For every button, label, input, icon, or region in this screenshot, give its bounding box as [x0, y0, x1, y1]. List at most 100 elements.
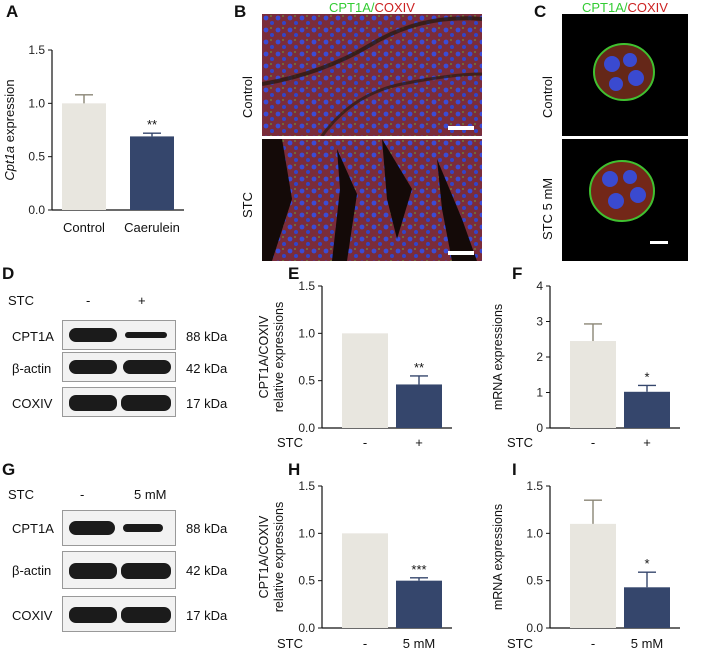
- d-band-cpt1a-lane1: [69, 328, 117, 342]
- c-stain-title: CPT1A/COXIV: [562, 0, 688, 16]
- chart-h-y-tick-label: 0.0: [298, 621, 315, 635]
- g-row-name-coxiv: COXIV: [12, 608, 53, 623]
- chart-i-treatment-label: STC: [507, 636, 533, 651]
- c-stain-green: CPT1A/: [582, 0, 628, 15]
- d-row-size-actin: 42 kDa: [186, 361, 228, 376]
- chart-i-bar: [570, 523, 616, 628]
- panel-label-g: G: [2, 460, 16, 479]
- chart-a-category-label: Control: [63, 220, 105, 235]
- g-blot-cpt1a: [62, 510, 176, 546]
- chart-e: 0.0 0.5 1.0 1.5 - ** + STC CPT1A/COXIV relative e…: [256, 262, 478, 462]
- g-blot-actin: [62, 551, 176, 589]
- chart-h-svg: 0.0 0.5 1.0 1.5 - *** 5 mM STC CPT1A/COXIV relati…: [257, 479, 452, 651]
- chart-f-y-tick-label: 4: [536, 279, 543, 293]
- chart-e-y-tick-label: 0.0: [298, 421, 315, 435]
- b-stain-title: CPT1A/COXIV: [262, 0, 482, 16]
- d-band-actin-lane1: [69, 360, 117, 374]
- chart-h-treatment-label: STC: [277, 636, 303, 651]
- chart-f-category-label: +: [643, 435, 651, 450]
- chart-e-bar: [396, 384, 442, 428]
- chart-e-treatment-label: STC: [277, 435, 303, 450]
- d-band-cpt1a-lane2: [125, 332, 167, 338]
- chart-f-y-tick-label: 2: [536, 350, 543, 364]
- chart-e-y-tick-label: 0.5: [298, 374, 315, 388]
- chart-i-y-label: mRNA expressions: [491, 504, 505, 610]
- chart-e-y-label: relative expressions: [272, 302, 286, 412]
- g-band-coxiv-lane2: [121, 607, 171, 623]
- c-stc-image: [562, 139, 688, 261]
- g-blot-coxiv: [62, 596, 176, 632]
- b-stain-green: CPT1A/: [329, 0, 375, 15]
- chart-e-svg: 0.0 0.5 1.0 1.5 - ** + STC CPT1A/COXIV relative e…: [257, 279, 452, 450]
- chart-f-significance: *: [644, 369, 649, 384]
- chart-f: 0 1 2 3 4 - * + STC mRNA expressions: [484, 262, 706, 462]
- chart-a-y-tick-label: 1.0: [28, 96, 45, 110]
- chart-h-y-tick-label: 0.5: [298, 574, 315, 588]
- chart-e-y-label: CPT1A/COXIV: [257, 315, 271, 398]
- panel-label-c: C: [534, 2, 547, 21]
- chart-e-bar: [342, 333, 388, 428]
- c-stain-red: COXIV: [627, 0, 668, 15]
- d-band-coxiv-lane1: [69, 395, 117, 411]
- g-row-size-coxiv: 17 kDa: [186, 608, 228, 623]
- chart-f-y-label: mRNA expressions: [491, 304, 505, 410]
- chart-f-category-label: -: [591, 435, 595, 450]
- panel-label-a: A: [6, 2, 19, 21]
- chart-i-svg: 0.0 0.5 1.0 1.5 - * 5 mM STC mRNA expressions: [491, 479, 680, 651]
- chart-a-y-tick-label: 0.0: [28, 203, 45, 217]
- c-row-label-control: Control: [540, 76, 555, 118]
- d-blot-actin: [62, 352, 176, 382]
- g-band-cpt1a-lane1: [69, 521, 115, 535]
- chart-f-svg: 0 1 2 3 4 - * + STC mRNA expressions: [491, 279, 680, 450]
- d-row-size-cpt1a: 88 kDa: [186, 329, 228, 344]
- chart-h: 0.0 0.5 1.0 1.5 - *** 5 mM STC CPT1A/COXIV relati…: [256, 458, 478, 654]
- d-lane-plus: +: [138, 293, 146, 308]
- chart-h-category-label: -: [363, 636, 367, 651]
- panel-label-e: E: [288, 264, 300, 283]
- chart-i-y-tick-label: 0.0: [526, 621, 543, 635]
- b-stc-image: [262, 139, 482, 261]
- g-row-size-actin: 42 kDa: [186, 563, 228, 578]
- chart-a-svg: 0.0 0.5 1.0 1.5 Control ** Caerulein Cpt1a expr…: [2, 43, 184, 235]
- d-band-actin-lane2: [123, 360, 171, 374]
- panel-label-f: F: [512, 264, 523, 283]
- chart-f-bar: [624, 391, 670, 428]
- g-lane-minus: -: [80, 487, 85, 502]
- b-stain-red: COXIV: [374, 0, 415, 15]
- panel-label-d: D: [2, 264, 15, 283]
- chart-i: 0.0 0.5 1.0 1.5 - * 5 mM STC mRNA expressions: [484, 458, 706, 654]
- chart-i-y-tick-label: 0.5: [526, 574, 543, 588]
- chart-h-y-tick-label: 1.5: [298, 479, 315, 493]
- g-band-actin-lane1: [69, 563, 117, 579]
- g-band-actin-lane2: [121, 563, 171, 579]
- chart-i-y-tick-label: 1.5: [526, 479, 543, 493]
- panel-label-i: I: [512, 460, 517, 479]
- chart-i-significance: *: [644, 556, 649, 571]
- chart-i-bar: [624, 587, 670, 628]
- chart-e-category-label: +: [415, 435, 423, 450]
- chart-e-significance: **: [414, 360, 424, 375]
- chart-f-y-tick-label: 0: [536, 421, 543, 435]
- d-blot-cpt1a: [62, 320, 176, 350]
- chart-a: 0.0 0.5 1.0 1.5 Control ** Caerulein Cpt1a expr…: [0, 22, 232, 258]
- d-lane-minus: -: [86, 293, 91, 308]
- d-row-size-coxiv: 17 kDa: [186, 396, 228, 411]
- chart-i-y-tick-label: 1.0: [526, 526, 543, 540]
- d-row-name-actin: β-actin: [12, 361, 52, 376]
- g-stc-label: STC: [8, 487, 34, 502]
- c-row-label-stc5: STC 5 mM: [540, 177, 555, 240]
- d-band-coxiv-lane2: [121, 395, 171, 411]
- d-stc-label: STC: [8, 293, 34, 308]
- b-row-label-stc: STC: [240, 192, 255, 218]
- chart-h-bar: [396, 580, 442, 628]
- b-control-image: [262, 14, 482, 136]
- chart-a-y-tick-label: 1.5: [28, 43, 45, 57]
- chart-h-category-label: 5 mM: [403, 636, 436, 651]
- chart-a-y-label: Cpt1a expression: [2, 79, 17, 180]
- g-row-name-actin: β-actin: [12, 563, 52, 578]
- g-row-size-cpt1a: 88 kDa: [186, 521, 228, 536]
- d-row-name-cpt1a: CPT1A: [12, 329, 54, 344]
- g-band-cpt1a-lane2: [123, 524, 163, 532]
- b-row-label-control: Control: [240, 76, 255, 118]
- chart-h-y-label: CPT1A/COXIV: [257, 515, 271, 598]
